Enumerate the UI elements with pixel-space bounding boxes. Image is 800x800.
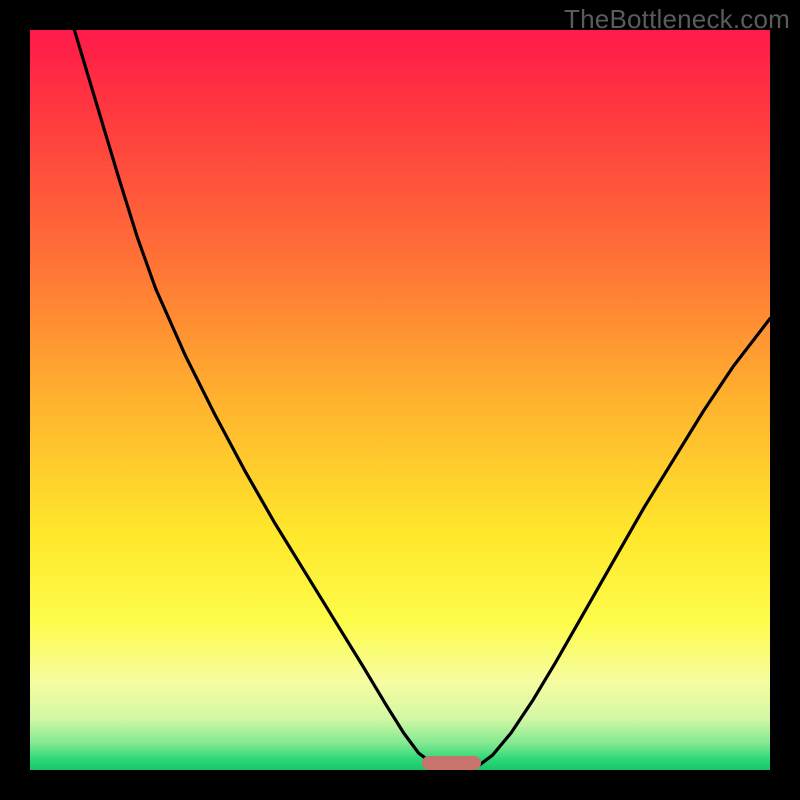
bottleneck-curve-chart [30,30,770,770]
plot-area [30,30,770,770]
optimal-point-marker [422,756,481,770]
gradient-background [30,30,770,770]
chart-frame: TheBottleneck.com [0,0,800,800]
